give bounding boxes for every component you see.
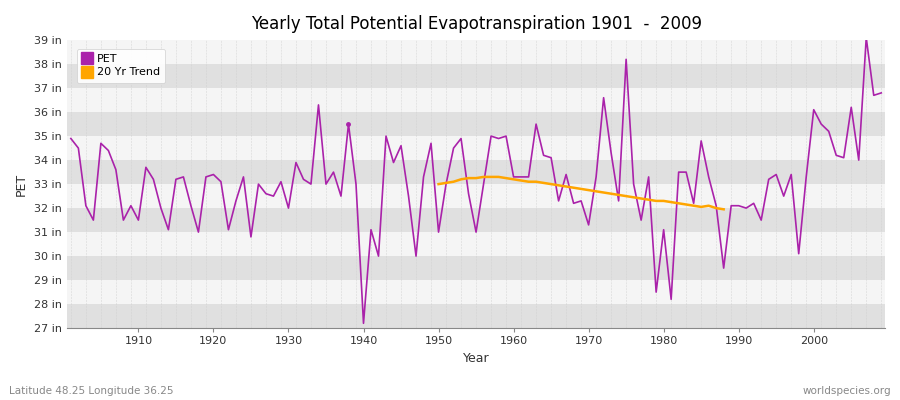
Bar — [68, 232, 885, 256]
Bar — [68, 40, 885, 64]
Bar — [68, 160, 885, 184]
Bar — [68, 64, 885, 88]
Bar — [68, 136, 885, 160]
Text: worldspecies.org: worldspecies.org — [803, 386, 891, 396]
Text: Latitude 48.25 Longitude 36.25: Latitude 48.25 Longitude 36.25 — [9, 386, 174, 396]
Bar — [68, 256, 885, 280]
Title: Yearly Total Potential Evapotranspiration 1901  -  2009: Yearly Total Potential Evapotranspiratio… — [250, 15, 702, 33]
Bar — [68, 184, 885, 208]
Bar — [68, 280, 885, 304]
Bar — [68, 304, 885, 328]
X-axis label: Year: Year — [463, 352, 490, 365]
Legend: PET, 20 Yr Trend: PET, 20 Yr Trend — [76, 48, 166, 83]
Y-axis label: PET: PET — [15, 172, 28, 196]
Bar — [68, 112, 885, 136]
Bar — [68, 88, 885, 112]
Bar — [68, 208, 885, 232]
